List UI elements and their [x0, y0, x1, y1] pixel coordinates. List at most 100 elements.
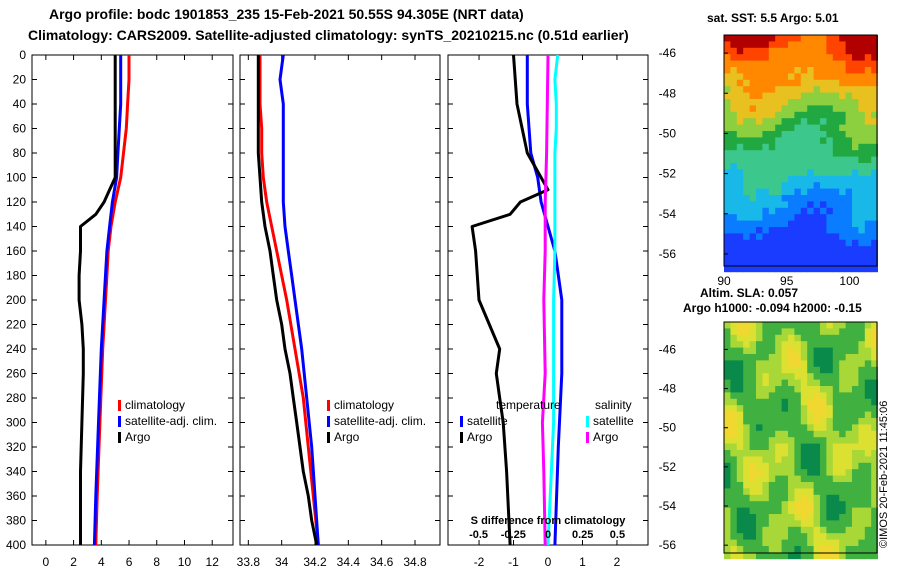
sst-map-cell [852, 131, 859, 138]
sla-map-cell [736, 520, 744, 528]
sst-map-cell [852, 175, 859, 183]
sla-map-cell [730, 469, 738, 476]
sla-map-cell [730, 405, 738, 412]
sla-map-cell [820, 475, 827, 483]
sla-map-cell [807, 366, 814, 374]
plot-title-line1: Argo profile: bodc 1901853_235 15-Feb-20… [49, 6, 524, 22]
sst-map-cell [775, 86, 782, 93]
sst-map-cell [768, 169, 776, 177]
sla-map-cell [788, 360, 795, 368]
sla-map-cell [736, 546, 744, 553]
sst-map-cell [852, 60, 859, 68]
sla-map-cell [852, 456, 859, 464]
sla-map-cell [858, 398, 866, 406]
sst-map-cell [794, 67, 802, 74]
sla-map-cell [775, 373, 782, 380]
sst-map-cell [826, 79, 834, 87]
diff-secondary-tick-label: -0.5 [469, 529, 488, 541]
sst-map-cell [845, 124, 853, 132]
sst-map-cell [768, 175, 776, 183]
sst-map-cell [775, 207, 782, 215]
sal-panel-frame [239, 54, 441, 546]
sst-map-cell [858, 35, 866, 42]
sla-map-cell [794, 411, 802, 419]
sla-map-cell [800, 514, 808, 521]
sla-map-cell [871, 411, 878, 419]
sla-map-cell [807, 501, 814, 508]
sst-map-cell [813, 73, 821, 81]
sla-map-cell [845, 398, 853, 406]
sla-map-cell [826, 354, 834, 361]
sst-map-cell [807, 220, 814, 228]
sla-map-cell [864, 450, 872, 457]
sst-map-cell [736, 99, 744, 106]
sst-map-cell [845, 47, 853, 55]
sla-map-cell [756, 360, 763, 368]
sst-map-cell [832, 67, 840, 74]
sla-map-cell [781, 379, 789, 387]
sst-map-cell [826, 207, 834, 215]
sst-map-cell [832, 41, 840, 49]
sla-map-cell [813, 456, 821, 464]
sla-map-cell [730, 443, 738, 451]
sla-map-cell [852, 379, 859, 387]
sst-map-cell [800, 227, 808, 234]
sst-map-cell [724, 169, 731, 177]
sst-map-cell [852, 233, 859, 241]
sla-map-cell [736, 386, 744, 393]
sst-map-cell [871, 188, 878, 196]
sst-map-cell [730, 35, 738, 42]
sla-map-cell [762, 430, 770, 438]
sst-map-cell [730, 233, 738, 241]
sla-map-cell [832, 411, 840, 419]
sla-map-cell [749, 520, 757, 528]
sla-map-cell [864, 507, 872, 515]
sla-map-cell [724, 450, 731, 457]
sst-map-cell [749, 124, 757, 132]
sst-map-cell [743, 233, 750, 241]
depth-tick-label: 20 [13, 73, 27, 87]
sla-map-cell [756, 494, 763, 502]
sla-map-cell [852, 462, 859, 470]
sla-map-cell [832, 405, 840, 412]
temp-x-tick-label: 12 [206, 555, 220, 569]
sla-map-cell [871, 322, 878, 329]
sla-map-cell [743, 462, 750, 470]
sst-map-cell [743, 163, 750, 170]
sst-map-cell [794, 188, 802, 196]
sst-map-cell [813, 188, 821, 196]
sla-map-cell [781, 526, 789, 534]
depth-tick-label: 40 [13, 97, 27, 111]
sst-map-cell [852, 201, 859, 209]
sst-map-cell [749, 207, 757, 215]
sla-map-cell [813, 552, 821, 560]
sst-map-cell [858, 265, 866, 273]
sst-map-cell [864, 195, 872, 202]
sla-map-cell [749, 475, 757, 483]
sla-map-cell [762, 488, 770, 496]
sst-map-cell [736, 214, 744, 221]
sst-map-cell [826, 92, 834, 100]
sla-map-cell [845, 379, 853, 387]
sst-map-cell [826, 220, 834, 228]
sla-map-cell [852, 443, 859, 451]
sla-map-cell [749, 334, 757, 342]
sst-map-cell [762, 137, 770, 145]
temp-x-tick-label: 10 [178, 555, 192, 569]
sla-map-cell [800, 533, 808, 540]
sst-map-cell [839, 188, 846, 196]
sst-map-cell [781, 156, 789, 164]
sla-map-cell [743, 322, 750, 329]
sst-map-cell [813, 92, 821, 100]
sla-map-cell [756, 507, 763, 515]
sla-map-cell [813, 386, 821, 393]
sst-map-cell [762, 239, 770, 247]
sst-map-cell [730, 105, 738, 113]
sst-map-cell [730, 150, 738, 157]
sst-map-cell [820, 79, 827, 87]
sst-map-cell [845, 175, 853, 183]
sst-map-cell [807, 207, 814, 215]
sla-map-cell [871, 501, 878, 508]
sst-map-cell [845, 54, 853, 61]
sst-map-cell [852, 265, 859, 273]
